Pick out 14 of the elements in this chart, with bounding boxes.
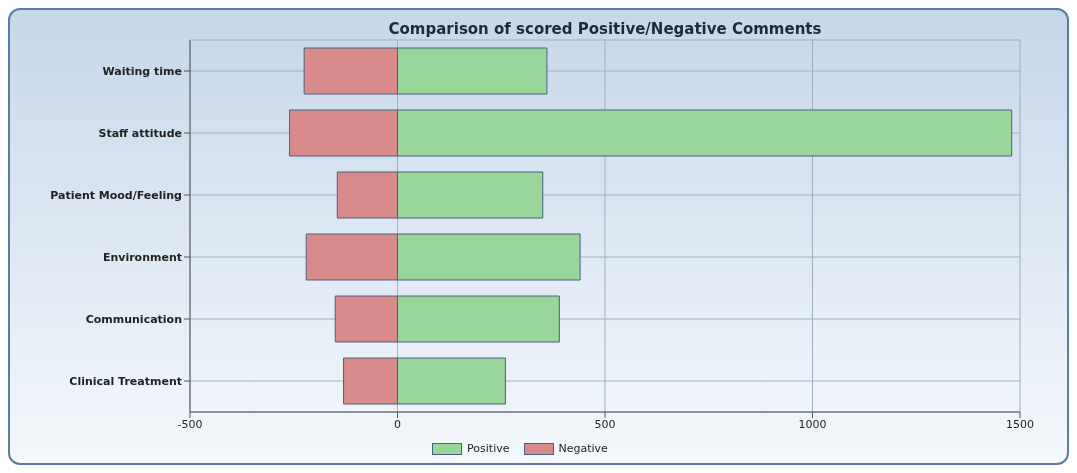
legend-label: Negative xyxy=(558,442,608,455)
x-tick-label: 0 xyxy=(394,417,401,431)
x-tick-label: 500 xyxy=(594,417,616,431)
x-tick-label: -500 xyxy=(177,417,203,431)
y-tick-label: Communication xyxy=(85,312,182,326)
legend-label: Positive xyxy=(467,442,510,455)
y-tick-label: Waiting time xyxy=(102,64,182,78)
x-tick-label: 1500 xyxy=(1006,417,1034,431)
y-tick-label: Environment xyxy=(102,250,182,264)
y-tick-label: Clinical Treatment xyxy=(69,374,182,388)
x-tick-label: 1000 xyxy=(798,417,827,431)
y-tick-label: Staff attitude xyxy=(98,126,182,140)
chart-title: Comparison of scored Positive/Negative Comments xyxy=(387,20,823,38)
y-tick-label: Patient Mood/Feeling xyxy=(50,188,182,202)
